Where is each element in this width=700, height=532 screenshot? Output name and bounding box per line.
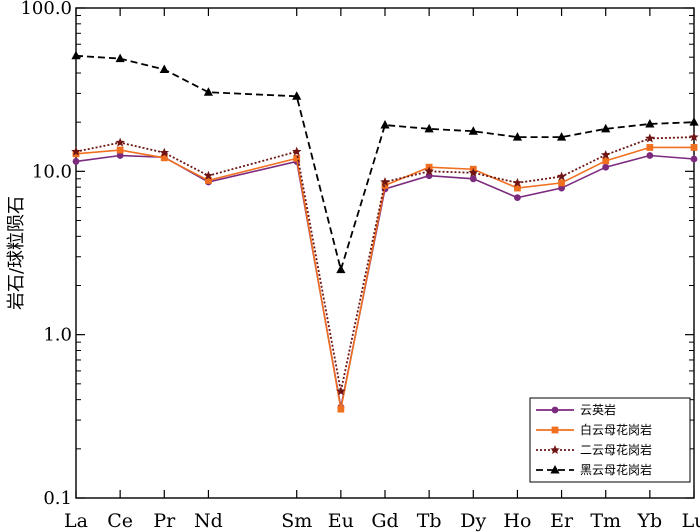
data-point-lu bbox=[689, 117, 699, 126]
x-tick-label-er: Er bbox=[550, 510, 574, 532]
legend-marker bbox=[550, 465, 560, 474]
x-tick-label-yb: Yb bbox=[636, 510, 662, 532]
data-point-yb bbox=[646, 152, 654, 159]
data-point-ho bbox=[512, 177, 523, 187]
x-tick-label-ho: Ho bbox=[503, 510, 531, 532]
x-tick-label-eu: Eu bbox=[328, 510, 354, 532]
x-tick-label-pr: Pr bbox=[153, 510, 176, 532]
data-point-sm bbox=[292, 91, 302, 100]
legend-marker bbox=[551, 406, 559, 414]
x-tick-label-gd: Gd bbox=[371, 510, 398, 532]
data-point-yb bbox=[645, 118, 655, 128]
data-point-pr bbox=[159, 147, 170, 157]
legend-label: 黑云母花岗岩 bbox=[580, 462, 652, 477]
legend-marker bbox=[551, 426, 559, 434]
y-tick-label: 100.0 bbox=[20, 0, 72, 19]
data-point-tm bbox=[602, 163, 610, 171]
data-point-eu bbox=[336, 386, 346, 396]
data-point-nd bbox=[203, 170, 214, 180]
legend-item: 云英岩 bbox=[536, 402, 616, 417]
data-point-er bbox=[556, 132, 567, 141]
data-point-la bbox=[72, 158, 80, 165]
data-point-ce bbox=[115, 137, 125, 147]
data-point-lu bbox=[689, 132, 699, 142]
y-tick-label: 10.0 bbox=[32, 161, 72, 182]
data-point-yb bbox=[646, 144, 654, 151]
legend-label: 云英岩 bbox=[580, 402, 616, 417]
data-point-dy bbox=[468, 126, 478, 135]
data-point-sm bbox=[293, 155, 301, 162]
legend-marker bbox=[550, 445, 560, 455]
legend-label: 白云母花岗岩 bbox=[580, 422, 652, 437]
data-point-eu bbox=[337, 405, 345, 413]
data-point-pr bbox=[159, 64, 169, 74]
series-line bbox=[75, 136, 695, 392]
data-point-nd bbox=[203, 87, 214, 96]
data-point-gd bbox=[380, 177, 390, 187]
data-point-tm bbox=[600, 149, 611, 159]
data-point-er bbox=[556, 171, 567, 181]
x-axis: La Ce Pr Nd Sm Eu Gd Tb Dy Ho Er Tm Yb Lu bbox=[64, 8, 700, 532]
y-tick-label: 1.0 bbox=[43, 325, 72, 346]
data-point-yb bbox=[645, 133, 655, 143]
data-point-ho bbox=[514, 184, 521, 192]
data-point-lu bbox=[690, 155, 698, 163]
data-point-ce bbox=[116, 146, 124, 154]
legend-item: 黑云母花岗岩 bbox=[536, 462, 652, 477]
legend-item: 白云母花岗岩 bbox=[536, 422, 652, 437]
series-4 bbox=[71, 50, 699, 274]
x-tick-label-tm: Tm bbox=[590, 510, 621, 532]
data-point-dy bbox=[469, 175, 477, 183]
data-point-ce bbox=[115, 53, 125, 63]
x-tick-label-nd: Nd bbox=[194, 510, 223, 532]
y-axis: 100.0 10.0 1.0 0.1 bbox=[20, 0, 694, 509]
x-tick-label-tb: Tb bbox=[417, 510, 442, 532]
data-point-ce bbox=[116, 152, 124, 159]
data-point-dy bbox=[468, 167, 479, 177]
legend-label: 二云母花岗岩 bbox=[580, 442, 652, 457]
data-point-tb bbox=[424, 123, 434, 133]
data-point-lu bbox=[690, 144, 698, 151]
x-tick-label-ce: Ce bbox=[107, 510, 133, 532]
data-point-la bbox=[71, 146, 81, 156]
data-point-nd bbox=[205, 177, 212, 184]
data-point-gd bbox=[380, 120, 390, 129]
x-tick-label-la: La bbox=[64, 510, 88, 532]
series-3 bbox=[71, 132, 699, 396]
y-tick-label: 0.1 bbox=[43, 488, 72, 509]
data-point-er bbox=[558, 179, 565, 187]
data-point-ho bbox=[512, 132, 523, 141]
data-point-la bbox=[71, 50, 81, 60]
data-point-tb bbox=[424, 166, 434, 176]
data-point-tm bbox=[601, 123, 611, 133]
series-line bbox=[75, 54, 695, 274]
data-point-tm bbox=[602, 157, 610, 165]
data-point-pr bbox=[160, 154, 168, 162]
data-point-er bbox=[558, 184, 565, 192]
x-tick-label-lu: Lu bbox=[682, 510, 700, 532]
data-point-sm bbox=[291, 146, 302, 156]
x-tick-label-dy: Dy bbox=[460, 510, 486, 532]
data-point-ho bbox=[514, 194, 521, 202]
x-tick-label-sm: Sm bbox=[281, 510, 312, 532]
y-axis-title: 岩石/球粒陨石 bbox=[6, 196, 27, 310]
data-point-eu bbox=[336, 264, 346, 274]
series-layer bbox=[71, 50, 699, 413]
legend-item: 二云母花岗岩 bbox=[536, 442, 652, 457]
